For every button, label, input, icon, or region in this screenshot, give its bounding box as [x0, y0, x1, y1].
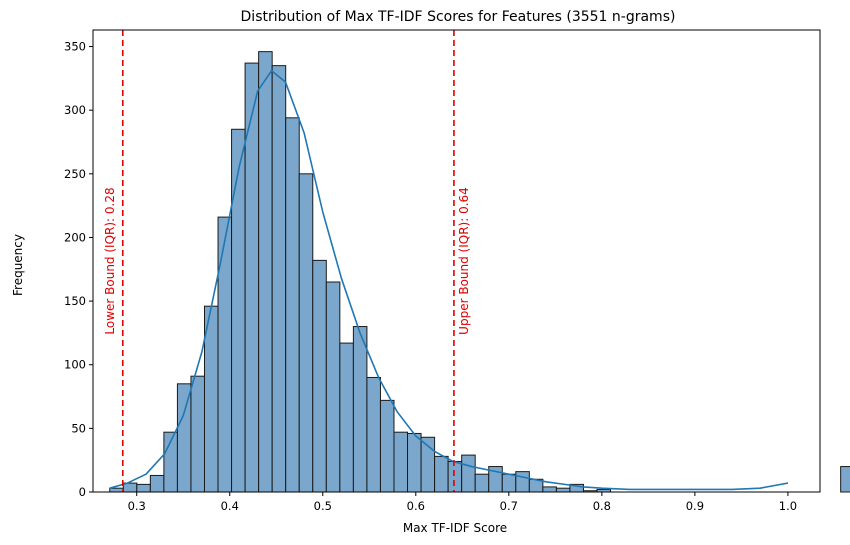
- histogram-bar: [258, 51, 273, 493]
- y-axis-label: Frequency: [11, 234, 25, 296]
- histogram-bar: [312, 259, 327, 493]
- histogram-bar: [231, 128, 246, 493]
- x-tick-label: 0.3: [128, 499, 146, 513]
- histogram-bar: [542, 486, 557, 493]
- chart-title: Distribution of Max TF-IDF Scores for Fe…: [241, 9, 676, 25]
- histogram-bar: [501, 473, 517, 493]
- y-tick-label: 0: [79, 485, 86, 499]
- x-tick-label: 0.4: [221, 499, 239, 513]
- histogram-bar: [434, 455, 449, 493]
- histogram-bar: [271, 65, 287, 493]
- x-axis-label: Max TF-IDF Score: [403, 521, 507, 535]
- histogram-bar: [203, 305, 219, 493]
- histogram-bar: [190, 375, 205, 493]
- histogram-bar: [217, 216, 233, 493]
- y-tick-label: 100: [64, 358, 86, 372]
- y-tick-label: 350: [64, 40, 86, 54]
- plot-frame: [92, 29, 821, 493]
- histogram-bar: [285, 117, 300, 493]
- histogram-bar: [352, 326, 368, 493]
- histogram-bar: [339, 342, 354, 493]
- histogram-bar: [366, 376, 381, 493]
- reference-line-label: Lower Bound (IQR): 0.28: [103, 187, 117, 334]
- y-tick-label: 50: [71, 421, 86, 435]
- y-tick-label: 300: [64, 103, 86, 117]
- y-tick-label: 250: [64, 167, 86, 181]
- kde-curve: [109, 69, 789, 491]
- x-tick-label: 0.9: [686, 499, 704, 513]
- x-tick-label: 0.5: [314, 499, 332, 513]
- histogram-bar: [474, 473, 490, 493]
- y-tick-label: 150: [64, 294, 86, 308]
- histogram-bar: [109, 487, 124, 493]
- histogram-bar: [447, 460, 463, 493]
- plot-area: Lower Bound (IQR): 0.28 Upper Bound (IQR)…: [64, 29, 850, 513]
- x-tick-label: 1.0: [779, 499, 797, 513]
- x-tick-label: 0.8: [593, 499, 611, 513]
- histogram-bar: [298, 173, 314, 493]
- histogram-bar: [407, 432, 422, 493]
- histogram-bar: [379, 399, 395, 493]
- histogram-bar: [840, 466, 850, 493]
- histogram-bar: [325, 281, 341, 493]
- histogram-bar: [244, 62, 260, 493]
- histogram-bar: [461, 454, 476, 493]
- reference-line-label: Upper Bound (IQR): 0.64: [457, 187, 471, 335]
- x-tick-label: 0.6: [407, 499, 425, 513]
- x-tick-label: 0.7: [500, 499, 518, 513]
- histogram-bar: [393, 431, 409, 493]
- histogram-bar: [555, 487, 571, 493]
- histogram-bar: [149, 474, 165, 493]
- y-tick-label: 200: [64, 230, 86, 244]
- histogram-bar: [515, 471, 530, 493]
- histogram-bar: [136, 483, 151, 493]
- histogram-bar: [176, 383, 192, 493]
